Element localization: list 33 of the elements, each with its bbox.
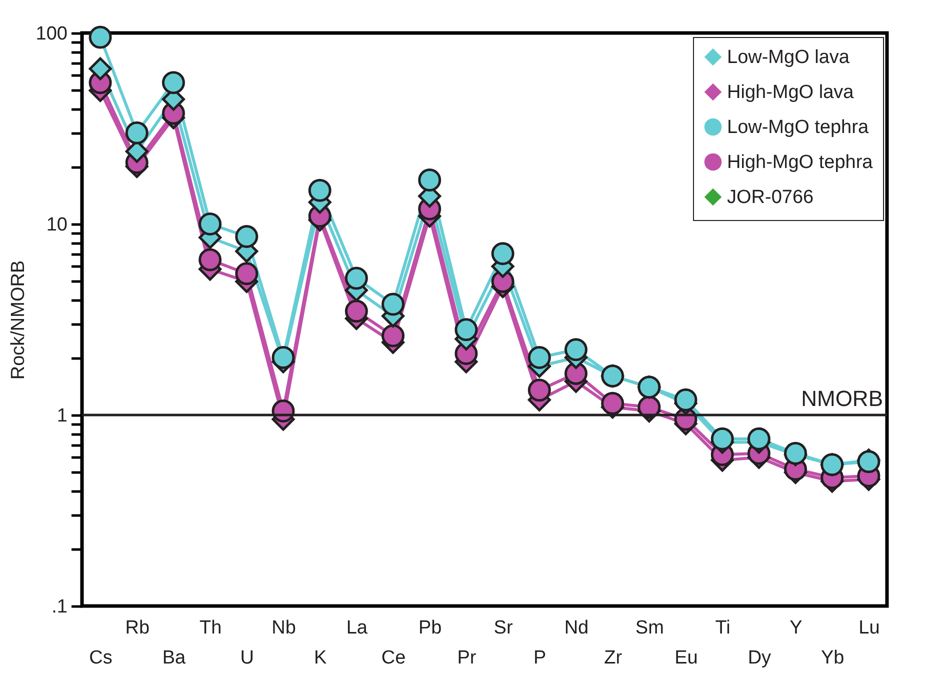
legend-label: High-MgO tephra <box>727 152 874 173</box>
legend-label: Low-MgO tephra <box>727 117 869 138</box>
legend-label: JOR-0766 <box>727 187 814 208</box>
x-tick-label: Yb <box>820 648 844 668</box>
x-tick-label: Dy <box>748 648 772 668</box>
y-tick-label: 100 <box>36 24 68 44</box>
x-tick-label: Pr <box>457 648 477 668</box>
y-tick-label: 1 <box>56 406 68 426</box>
y-tick-label: .1 <box>52 596 68 618</box>
ref-line-label: NMORB <box>801 386 883 411</box>
x-tick-label: K <box>314 648 327 668</box>
x-tick-label: Nb <box>272 618 296 638</box>
x-tick-label: Zr <box>604 648 623 668</box>
x-tick-label: Sr <box>494 618 514 638</box>
x-tick-label: U <box>240 648 254 668</box>
x-tick-label: La <box>346 618 368 638</box>
x-tick-label: Ti <box>715 618 730 638</box>
x-tick-label: Y <box>790 618 803 638</box>
x-tick-label: Nd <box>564 618 589 638</box>
x-tick-label: Th <box>199 618 222 638</box>
x-tick-label: Ce <box>381 648 406 668</box>
legend-label: High-MgO lava <box>727 82 854 103</box>
x-tick-label: P <box>534 648 546 668</box>
legend-label: Low-MgO lava <box>727 47 850 68</box>
x-tick-label: Rb <box>125 618 150 638</box>
x-tick-label: Cs <box>89 648 112 668</box>
x-tick-label: Eu <box>674 648 698 668</box>
x-tick-label: Ba <box>162 648 186 668</box>
y-tick-label: 10 <box>46 214 68 236</box>
x-tick-label: Lu <box>858 618 880 638</box>
x-tick-label: Pb <box>418 618 442 638</box>
x-tick-label: Sm <box>635 618 664 638</box>
y-axis-title: Rock/NMORB <box>8 260 29 380</box>
